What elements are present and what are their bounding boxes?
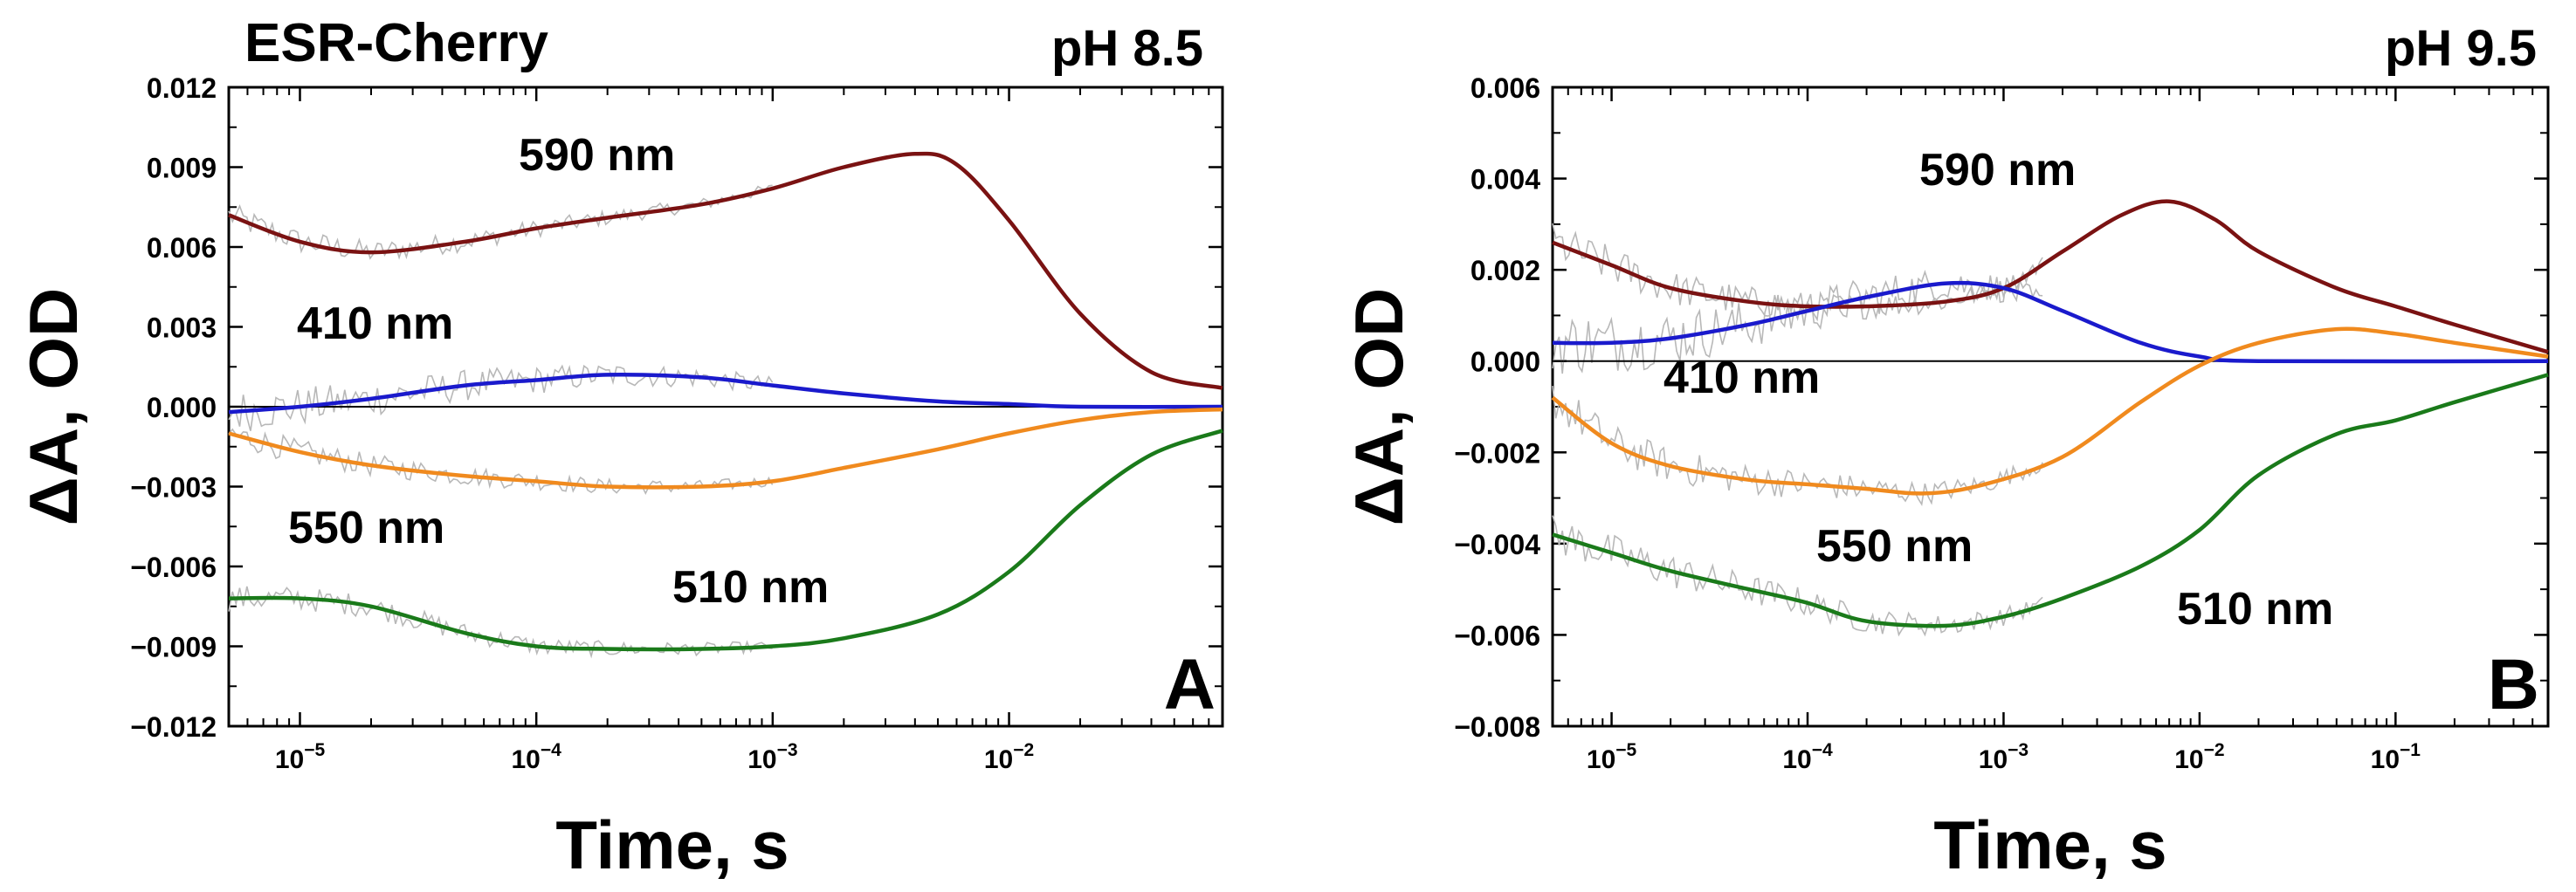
y-tick-labels: 0.012 0.009 0.006 0.003 0.000 −0.003 −0.006 −0.… <box>130 72 217 743</box>
x-tick-labels: 10−5 10−4 10−3 10−2 <box>275 740 1034 774</box>
series-410-nm <box>228 373 1223 415</box>
x-tick-label: 10−2 <box>2174 740 2224 774</box>
y-tick-label: −0.006 <box>130 552 217 583</box>
series-curves <box>1551 199 2549 628</box>
y-tick-label: 0.000 <box>1471 347 1540 378</box>
y-tick-label: −0.004 <box>1454 529 1540 560</box>
y-tick-label: −0.006 <box>1454 620 1540 651</box>
series-550-nm <box>1551 326 2549 496</box>
chart-title: ESR-Cherry <box>245 13 549 73</box>
panel-letter: B <box>2488 645 2539 724</box>
y-tick-label: 0.004 <box>1471 164 1540 196</box>
annotation-590nm: 590 nm <box>1919 145 2076 196</box>
x-tick-label: 10−5 <box>1587 740 1637 774</box>
series-550-nm <box>228 407 1223 490</box>
y-tick-label: −0.002 <box>1454 437 1540 469</box>
ph-label: pH 8.5 <box>1051 20 1203 77</box>
ph-label: pH 9.5 <box>2385 20 2537 77</box>
y-tick-label: 0.012 <box>147 72 217 104</box>
annotation-510nm: 510 nm <box>2177 584 2333 635</box>
panel-a: 0.012 0.009 0.006 0.003 0.000 −0.003 −0.006 −0.… <box>15 13 1224 883</box>
x-tick-label: 10−2 <box>984 740 1034 774</box>
tick-marks <box>228 86 1223 728</box>
x-tick-label: 10−3 <box>747 740 797 774</box>
series-590-nm <box>228 151 1223 390</box>
series-510-nm <box>1552 373 2549 628</box>
y-tick-label: 0.006 <box>1471 72 1540 104</box>
x-axis-title: Time, s <box>555 806 789 883</box>
raw-trace-590-nm <box>1552 223 2043 322</box>
annotation-550nm: 550 nm <box>288 503 444 553</box>
series-510-nm <box>228 429 1223 652</box>
series-410-nm <box>1552 280 2549 364</box>
y-tick-label: −0.008 <box>1454 711 1540 743</box>
annotation-510nm: 510 nm <box>672 562 829 613</box>
raw-trace-510-nm <box>228 586 773 659</box>
x-tick-label: 10−4 <box>1782 740 1833 774</box>
y-tick-label: −0.009 <box>130 632 217 663</box>
x-axis-title: Time, s <box>1933 806 2166 883</box>
y-axis-title: ΔA, OD <box>15 288 92 526</box>
annotation-410nm: 410 nm <box>297 298 453 349</box>
x-tick-label: 10−4 <box>512 740 562 774</box>
y-tick-labels: 0.006 0.004 0.002 0.000 −0.002 −0.004 −0.006 −0… <box>1454 72 1540 743</box>
y-tick-label: −0.012 <box>130 711 217 743</box>
x-tick-label: 10−5 <box>275 740 326 774</box>
raw-trace-590-nm <box>228 184 773 260</box>
y-tick-label: 0.002 <box>1471 255 1540 286</box>
raw-trace-550-nm <box>228 428 774 496</box>
y-axis-title: ΔA, OD <box>1340 288 1417 526</box>
y-tick-label: 0.000 <box>147 392 217 423</box>
y-tick-label: 0.003 <box>147 312 217 344</box>
raw-trace-550-nm <box>1552 386 2043 507</box>
series-curves <box>228 151 1223 652</box>
x-tick-labels: 10−5 10−4 10−3 10−2 10−1 <box>1587 740 2421 774</box>
x-tick-label: 10−3 <box>1979 740 2028 774</box>
y-tick-label: 0.009 <box>147 153 217 184</box>
y-tick-label: −0.003 <box>130 472 217 504</box>
y-tick-label: 0.006 <box>147 232 217 264</box>
annotation-550nm: 550 nm <box>1816 521 1973 572</box>
x-tick-label: 10−1 <box>2371 740 2421 774</box>
series-590-nm <box>1552 199 2549 354</box>
panel-b: 0.006 0.004 0.002 0.000 −0.002 −0.004 −0.006 −0… <box>1340 20 2550 883</box>
annotation-590nm: 590 nm <box>519 130 675 181</box>
annotation-410nm: 410 nm <box>1663 353 1820 403</box>
panel-letter: A <box>1164 645 1216 724</box>
